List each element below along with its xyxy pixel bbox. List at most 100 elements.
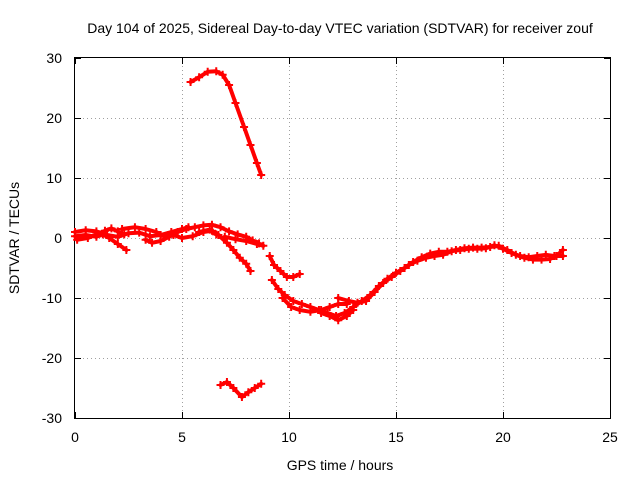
data-point [118,225,127,233]
data-point [349,306,358,314]
x-axis-label: GPS time / hours [287,457,394,473]
data-point [199,221,208,230]
series-trough-c [278,294,351,316]
data-point [289,297,298,305]
data-point [447,247,456,256]
data-point [558,252,567,260]
data-point [105,234,114,242]
data-point [195,73,204,82]
data-point [252,159,261,167]
data-point [334,316,343,325]
data-point [205,225,214,234]
data-point [362,297,371,305]
y-tick-label: -10 [42,290,62,306]
series-band-e [141,220,264,248]
data-point [141,235,150,244]
data-point [220,232,229,241]
data-point [244,388,253,397]
series-trough-a [265,252,304,281]
data-point [481,244,490,253]
data-point [430,252,439,260]
data-point [295,270,304,278]
data-point [295,306,304,314]
data-point [507,249,516,257]
data-point [216,223,225,232]
data-point [550,252,559,260]
data-series [71,67,567,401]
data-point [289,273,298,281]
series-band-f [195,225,255,275]
data-point [233,230,242,239]
data-point [353,298,362,307]
data-point [218,70,227,79]
data-point [342,312,351,320]
series-arc-lower [216,378,266,401]
data-point [148,238,157,247]
data-point [533,252,542,260]
data-point [276,267,285,275]
y-tick-label: 20 [46,110,62,126]
data-point [242,237,251,245]
data-point [306,307,315,316]
data-point [203,67,212,76]
x-tick-label: 5 [178,429,186,445]
data-point [265,252,274,260]
data-point [214,231,223,239]
chart-title: Day 104 of 2025, Sidereal Day-to-day VTE… [87,20,593,36]
data-point [257,171,266,179]
data-point [252,240,261,248]
grid [75,58,610,418]
data-point [439,250,448,259]
data-point [370,288,379,296]
data-point [122,246,131,254]
data-point [387,273,396,281]
data-point [250,384,259,392]
data-point [267,276,276,284]
data-point [242,259,251,268]
data-point [113,240,122,248]
data-point [207,220,216,229]
data-point [287,303,296,311]
data-point [235,253,244,262]
data-point [456,246,465,254]
data-point [225,227,234,236]
data-point [325,312,334,320]
data-point [107,224,116,233]
series-trough-d [334,241,567,307]
x-tick-label: 15 [388,429,404,445]
data-point [156,237,165,245]
series-arc-upper [186,67,266,179]
y-tick-label: -20 [42,350,62,366]
data-point [165,232,174,241]
data-point [237,393,246,401]
data-point [499,244,507,253]
data-point [229,246,238,254]
y-axis: -30 -20 -10 0 10 20 30 [42,50,610,426]
series-trough-b [267,241,567,320]
data-point [212,67,221,76]
data-point [524,253,533,262]
data-point [190,223,199,232]
data-point [124,229,133,238]
data-point [541,250,550,259]
data-point [231,99,240,107]
series-band-c [73,224,129,244]
data-point [396,267,405,275]
data-point [490,241,499,250]
data-point [344,297,353,305]
data-point [92,230,101,239]
data-point [297,300,306,308]
data-point [317,309,326,317]
data-point [379,279,388,287]
data-point [222,378,231,386]
y-tick-label: 30 [46,50,62,66]
data-point [141,225,150,233]
data-point [274,285,283,293]
x-tick-label: 0 [71,429,79,445]
data-point [325,303,334,311]
x-tick-label: 25 [602,429,618,445]
series-line [188,69,264,177]
data-point [246,141,255,149]
data-point [195,228,204,236]
